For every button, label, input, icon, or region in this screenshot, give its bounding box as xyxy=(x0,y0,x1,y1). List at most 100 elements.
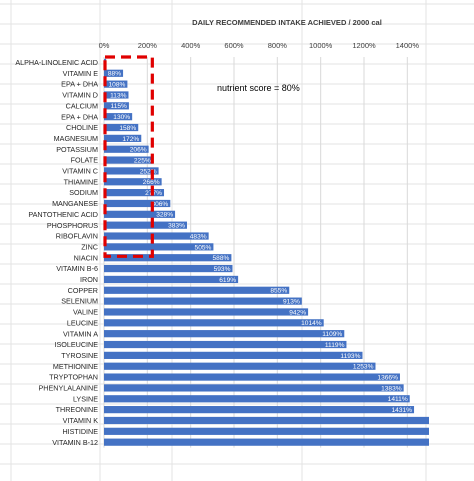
data-label: 252% xyxy=(140,168,157,175)
data-label: 172% xyxy=(122,136,139,143)
y-category-label: HISTIDINE xyxy=(62,427,98,436)
y-category-label: SODIUM xyxy=(69,188,98,197)
y-category-label: VITAMIN B-6 xyxy=(56,264,98,273)
data-label: 1109% xyxy=(322,331,342,338)
bar xyxy=(104,102,129,110)
data-label: 383% xyxy=(168,223,185,230)
y-category-label: CALCIUM xyxy=(66,101,98,110)
y-category-label: VITAMIN D xyxy=(62,91,98,100)
y-category-label: ISOLEUCINE xyxy=(54,340,98,349)
bar xyxy=(104,91,129,99)
y-category-label: RIBOFLAVIN xyxy=(56,232,98,241)
x-tick-label: 600% xyxy=(224,41,244,50)
data-labels: 88% 108% 113% 115% 130% 158% 172% 206% 225% 252% 2… xyxy=(108,71,412,414)
y-category-label: FOLATE xyxy=(71,156,99,165)
y-category-label: THREONINE xyxy=(56,405,99,414)
data-label: 206% xyxy=(130,147,147,154)
y-category-label: VITAMIN A xyxy=(63,329,98,338)
bar xyxy=(104,178,162,186)
bar xyxy=(104,297,302,305)
bar xyxy=(104,189,165,197)
data-label: 113% xyxy=(110,92,127,99)
data-label: 108% xyxy=(109,82,126,89)
bar xyxy=(104,308,309,316)
data-label: 266% xyxy=(143,179,160,186)
data-label: 505% xyxy=(195,244,212,251)
data-label: 1431% xyxy=(392,407,413,414)
x-tick-label: 1200% xyxy=(352,41,376,50)
x-tick-label: 800% xyxy=(268,41,288,50)
bar xyxy=(104,243,214,251)
x-tick-label: 1400% xyxy=(396,41,420,50)
data-label: 225% xyxy=(134,157,151,164)
y-category-label: EPA + DHA xyxy=(61,80,98,89)
y-category-label: POTASSIUM xyxy=(56,145,98,154)
y-axis-categories: ALPHA-LINOLENIC ACID VITAMIN E EPA + DHA VI… xyxy=(15,58,98,447)
bar xyxy=(104,395,410,403)
data-label: 130% xyxy=(113,114,130,121)
data-label: 913% xyxy=(283,299,300,306)
bar xyxy=(104,384,404,392)
bar xyxy=(104,319,324,327)
y-category-label: TRYPTOPHAN xyxy=(49,373,98,382)
data-label: 593% xyxy=(214,266,231,273)
bar xyxy=(104,123,139,132)
data-label: 1366% xyxy=(377,374,398,381)
data-label: 1193% xyxy=(340,353,360,360)
highlight-box xyxy=(103,55,154,258)
y-category-label: CHOLINE xyxy=(66,123,98,132)
data-label: 588% xyxy=(213,255,230,262)
data-label: 1014% xyxy=(301,320,322,327)
bar-series xyxy=(104,58,429,446)
data-label: 1253% xyxy=(353,364,374,371)
bar xyxy=(104,351,363,359)
bar xyxy=(104,275,239,284)
y-category-label: PHOSPHORUS xyxy=(47,221,98,230)
data-label: 88% xyxy=(108,71,121,78)
y-category-label: LEUCINE xyxy=(67,318,98,327)
data-label: 483% xyxy=(190,233,207,240)
x-tick-label: 1000% xyxy=(309,41,333,50)
data-label: 115% xyxy=(111,103,128,110)
y-category-label: TYROSINE xyxy=(61,351,98,360)
bar xyxy=(104,427,429,435)
bar xyxy=(104,167,159,175)
y-category-label: METHIONINE xyxy=(53,362,98,371)
y-category-label: MANGANESE xyxy=(52,199,98,208)
data-label: 619% xyxy=(219,277,236,284)
bar xyxy=(104,373,400,381)
data-label: 1119% xyxy=(325,342,345,349)
bar xyxy=(104,406,415,414)
bar xyxy=(104,199,171,208)
bar xyxy=(104,80,128,88)
x-tick-label: 400% xyxy=(181,41,201,50)
y-category-label: VITAMIN C xyxy=(62,167,98,176)
y-category-label: VITAMIN E xyxy=(63,69,99,78)
bar xyxy=(104,221,187,229)
data-label: 855% xyxy=(270,288,287,295)
x-axis-ticks: 0% 200% 400% 600% 800% 1000% 1200% 1400% xyxy=(99,41,420,50)
y-category-label: VALINE xyxy=(73,308,98,317)
data-label: 158% xyxy=(119,125,136,132)
y-category-label: THIAMINE xyxy=(64,177,99,186)
bar xyxy=(104,232,209,240)
y-category-label: NIACIN xyxy=(74,253,98,262)
bar xyxy=(104,69,124,77)
y-category-label: SELENIUM xyxy=(61,297,98,306)
bar xyxy=(104,134,142,142)
bar xyxy=(104,145,149,153)
bar xyxy=(104,156,153,164)
y-category-label: IRON xyxy=(80,275,98,284)
data-label: 306% xyxy=(151,201,168,208)
x-tick-label: 0% xyxy=(99,41,110,50)
y-category-label: ALPHA-LINOLENIC ACID xyxy=(15,58,98,67)
y-category-label: ZINC xyxy=(81,242,98,251)
x-tick-label: 200% xyxy=(138,41,158,50)
chart-title: DAILY RECOMMENDED INTAKE ACHIEVED / 2000… xyxy=(192,18,382,27)
bar xyxy=(104,286,290,294)
bar xyxy=(104,264,233,273)
y-category-label: MAGNESIUM xyxy=(54,134,98,143)
nutrient-score-annotation: nutrient score = 80% xyxy=(217,83,300,93)
y-category-label: VITAMIN B-12 xyxy=(52,438,98,447)
